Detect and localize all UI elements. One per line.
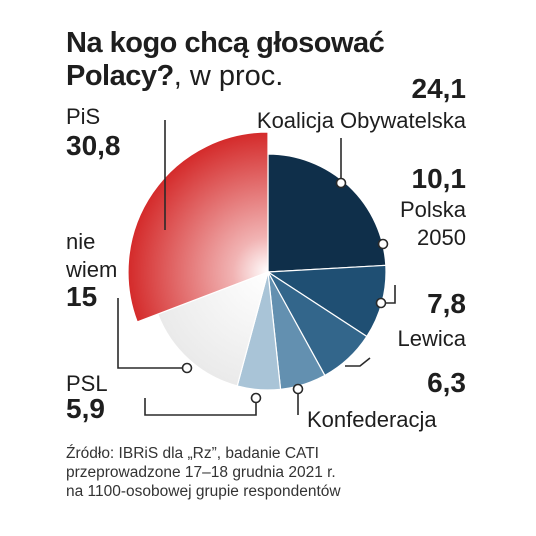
leader-dot-nie-wiem bbox=[181, 362, 193, 374]
leader-line-konfederacja bbox=[345, 357, 371, 367]
data-label-nie-wiem: 15 bbox=[66, 281, 97, 312]
category-label-nie-wiem-1: nie bbox=[66, 229, 95, 254]
source-line-1: Źródło: IBRiS dla „Rz”, badanie CATI bbox=[66, 445, 319, 462]
leader-dot-koalicja-obywatelska bbox=[335, 177, 347, 189]
data-label-koalicja-obywatelska: 24,1 bbox=[412, 73, 467, 104]
leader-dot-konfederacja bbox=[292, 383, 304, 395]
category-label-koalicja-obywatelska: Koalicja Obywatelska bbox=[257, 108, 467, 133]
leader-line-psl bbox=[144, 398, 257, 416]
pie-slice-pis bbox=[127, 131, 269, 323]
chart-title-line2: Polacy?, w proc. bbox=[66, 60, 283, 92]
slice-labels: 24,1 Koalicja Obywatelska 10,1 Polska 2050 7,… bbox=[65, 73, 467, 432]
data-label-psl: 5,9 bbox=[66, 393, 105, 424]
source-line-2: przeprowadzone 17–18 grudnia 2021 r. bbox=[66, 464, 336, 481]
leader-dot-polska-2050 bbox=[377, 238, 389, 250]
category-label-lewica: Lewica bbox=[398, 326, 467, 351]
pie-slice-nie-wiem bbox=[156, 271, 269, 387]
category-label-polska-2050-1: Polska bbox=[400, 197, 467, 222]
pie-slice-koalicja-obywatelska bbox=[267, 153, 387, 273]
category-label-pis: PiS bbox=[66, 104, 100, 129]
category-label-psl: PSL bbox=[66, 371, 108, 396]
source-line-3: na 1100-osobowej grupie respondentów bbox=[66, 483, 341, 500]
category-label-nie-wiem-2: wiem bbox=[65, 257, 117, 282]
leader-dot-psl bbox=[250, 392, 262, 404]
data-label-konfederacja: 6,3 bbox=[427, 367, 466, 398]
data-label-lewica: 7,8 bbox=[427, 288, 466, 319]
category-label-polska-2050-2: 2050 bbox=[417, 225, 466, 250]
data-label-polska-2050: 10,1 bbox=[412, 163, 467, 194]
leader-lines bbox=[117, 120, 396, 416]
chart-title-bold: Polacy? bbox=[66, 60, 174, 92]
chart-title-suffix: , w proc. bbox=[174, 60, 284, 92]
leader-dot-lewica bbox=[375, 297, 387, 309]
chart-title: Na kogo chcą głosować bbox=[66, 27, 385, 59]
pie-slices bbox=[127, 131, 387, 391]
leader-line-nie-wiem bbox=[117, 298, 187, 369]
data-label-pis: 30,8 bbox=[66, 130, 121, 161]
category-label-konfederacja: Konfederacja bbox=[307, 407, 437, 432]
